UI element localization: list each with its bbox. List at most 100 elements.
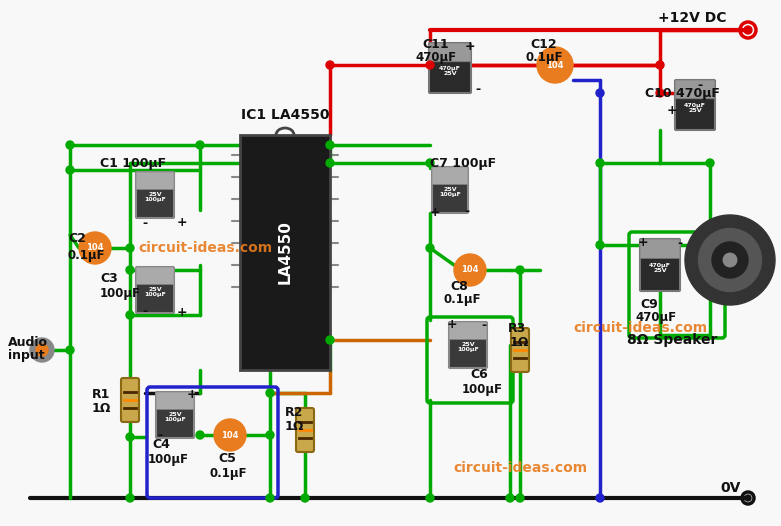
- Text: 104: 104: [86, 244, 104, 252]
- Text: C10 470µF: C10 470µF: [645, 86, 720, 99]
- Text: 100µF: 100µF: [100, 288, 141, 300]
- Circle shape: [266, 431, 274, 439]
- Circle shape: [126, 433, 134, 441]
- Circle shape: [266, 389, 274, 397]
- Text: -: -: [476, 84, 480, 96]
- Text: 0.1µF: 0.1µF: [210, 467, 248, 480]
- Text: +: +: [177, 217, 187, 229]
- Text: -: -: [465, 206, 469, 218]
- Circle shape: [79, 232, 111, 264]
- Text: 0.1µF: 0.1µF: [525, 52, 562, 65]
- FancyBboxPatch shape: [640, 239, 680, 258]
- Text: C8: C8: [450, 279, 468, 292]
- FancyBboxPatch shape: [675, 80, 715, 99]
- Circle shape: [326, 141, 334, 149]
- Circle shape: [30, 338, 54, 362]
- Text: 25V
100µF: 25V 100µF: [144, 287, 166, 297]
- Text: +: +: [430, 206, 440, 218]
- Text: 470µF
25V: 470µF 25V: [649, 262, 671, 274]
- Text: R3: R3: [508, 321, 526, 335]
- Circle shape: [36, 344, 48, 356]
- Circle shape: [126, 266, 134, 274]
- Circle shape: [706, 159, 714, 167]
- Circle shape: [326, 61, 334, 69]
- Text: 470µF
25V: 470µF 25V: [439, 66, 461, 76]
- Text: -: -: [158, 429, 162, 441]
- Circle shape: [698, 228, 761, 291]
- Circle shape: [126, 494, 134, 502]
- Circle shape: [66, 166, 74, 174]
- Circle shape: [744, 26, 752, 34]
- FancyBboxPatch shape: [136, 267, 174, 285]
- Text: C12: C12: [530, 38, 557, 52]
- Text: 470µF
25V: 470µF 25V: [684, 103, 706, 114]
- FancyBboxPatch shape: [675, 80, 715, 130]
- Circle shape: [596, 241, 604, 249]
- Circle shape: [66, 141, 74, 149]
- Text: 0V: 0V: [720, 481, 740, 495]
- Text: 25V
100µF: 25V 100µF: [164, 412, 186, 422]
- Circle shape: [426, 494, 434, 502]
- Circle shape: [214, 419, 246, 451]
- Text: C5: C5: [218, 452, 236, 466]
- Circle shape: [656, 89, 664, 97]
- Circle shape: [426, 244, 434, 252]
- Text: 25V
100µF: 25V 100µF: [457, 341, 479, 352]
- Text: C3: C3: [100, 271, 118, 285]
- Text: -: -: [481, 319, 487, 331]
- Circle shape: [454, 254, 486, 286]
- Circle shape: [516, 494, 524, 502]
- Text: circuit-ideas.com: circuit-ideas.com: [453, 461, 587, 475]
- Circle shape: [196, 141, 204, 149]
- Text: +: +: [465, 39, 476, 53]
- FancyBboxPatch shape: [449, 322, 487, 368]
- Circle shape: [301, 494, 309, 502]
- Text: 25V
100µF: 25V 100µF: [144, 191, 166, 203]
- Text: circuit-ideas.com: circuit-ideas.com: [573, 321, 707, 335]
- Text: 100µF: 100µF: [462, 382, 503, 396]
- FancyBboxPatch shape: [156, 392, 194, 409]
- Text: -: -: [677, 237, 683, 249]
- Circle shape: [596, 159, 604, 167]
- FancyBboxPatch shape: [432, 167, 468, 185]
- Text: C2: C2: [68, 231, 86, 245]
- Text: 470µF: 470µF: [415, 52, 456, 65]
- Circle shape: [596, 494, 604, 502]
- FancyBboxPatch shape: [136, 267, 174, 313]
- Text: 0.1µF: 0.1µF: [68, 248, 105, 261]
- Text: C4: C4: [152, 439, 170, 451]
- Circle shape: [712, 242, 748, 278]
- Text: input: input: [8, 349, 45, 362]
- FancyBboxPatch shape: [449, 322, 487, 339]
- Circle shape: [66, 346, 74, 354]
- Text: Audio: Audio: [8, 336, 48, 349]
- Circle shape: [596, 89, 604, 97]
- Text: 104: 104: [462, 266, 479, 275]
- Text: 8Ω Speaker: 8Ω Speaker: [627, 333, 717, 347]
- Circle shape: [326, 159, 334, 167]
- Text: IC1 LA4550: IC1 LA4550: [241, 108, 330, 122]
- Text: 100µF: 100µF: [148, 452, 189, 466]
- Text: 1Ω: 1Ω: [285, 420, 305, 433]
- Text: C6: C6: [470, 369, 488, 381]
- Text: R1: R1: [92, 389, 110, 401]
- Text: 25V
100µF: 25V 100µF: [439, 187, 461, 197]
- FancyBboxPatch shape: [136, 172, 174, 218]
- FancyBboxPatch shape: [156, 392, 194, 438]
- Circle shape: [426, 61, 434, 69]
- FancyBboxPatch shape: [121, 378, 139, 422]
- Text: +: +: [667, 104, 677, 116]
- FancyBboxPatch shape: [136, 172, 174, 189]
- Text: R2: R2: [285, 407, 303, 420]
- FancyBboxPatch shape: [429, 43, 471, 62]
- Circle shape: [326, 336, 334, 344]
- Text: 0.1µF: 0.1µF: [444, 294, 482, 307]
- Text: -: -: [142, 306, 148, 319]
- Text: -: -: [142, 217, 148, 229]
- Circle shape: [745, 495, 751, 501]
- Circle shape: [685, 215, 775, 305]
- FancyBboxPatch shape: [640, 239, 680, 291]
- Text: C7 100µF: C7 100µF: [430, 157, 496, 169]
- Text: circuit-ideas.com: circuit-ideas.com: [138, 241, 272, 255]
- Text: +: +: [638, 237, 648, 249]
